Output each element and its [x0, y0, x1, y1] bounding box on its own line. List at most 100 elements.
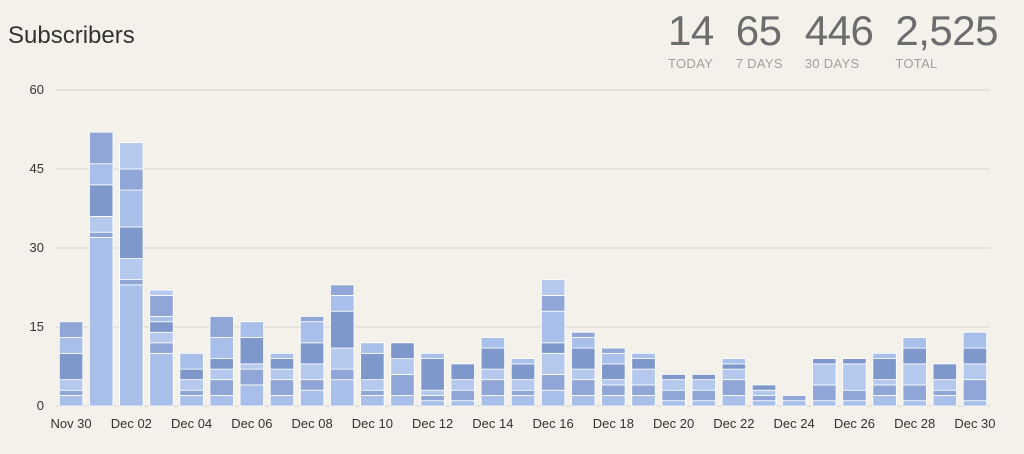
y-tick-label-45: 45	[30, 161, 44, 176]
bar-segment	[179, 379, 204, 391]
bar-segment	[420, 358, 445, 391]
bar-segment	[691, 379, 716, 391]
bar-dec-22[interactable]	[721, 358, 747, 407]
bar-dec-27[interactable]	[872, 352, 897, 407]
bar-dec-14[interactable]	[480, 337, 506, 407]
bar-dec-06[interactable]	[239, 321, 264, 407]
bar-segment	[631, 352, 656, 360]
bar-dec-17[interactable]	[571, 331, 596, 407]
bar-segment	[149, 331, 174, 344]
bar-segment	[540, 279, 566, 296]
bar-dec-04[interactable]	[179, 352, 204, 407]
bar-segment	[390, 395, 415, 407]
bar-segment	[209, 316, 234, 338]
bar-segment	[902, 384, 927, 402]
x-tick-label: Dec 02	[111, 416, 152, 431]
bar-dec-29[interactable]	[932, 363, 957, 407]
bar-dec-02[interactable]	[119, 142, 144, 407]
bar-dec-09[interactable]	[330, 284, 355, 407]
bar-dec-30[interactable]	[962, 331, 988, 407]
bar-dec-01[interactable]	[89, 131, 114, 407]
y-tick-label-30: 30	[30, 240, 44, 255]
x-tick-label: Dec 24	[774, 416, 815, 431]
bar-segment	[149, 294, 174, 317]
bar-segment	[58, 352, 84, 381]
bar-segment	[360, 395, 385, 407]
bar-segment	[239, 321, 264, 338]
bar-segment	[480, 379, 506, 396]
bar-dec-24[interactable]	[782, 395, 807, 407]
bar-segment	[149, 342, 174, 354]
bar-segment	[510, 389, 536, 396]
bar-dec-21[interactable]	[691, 373, 716, 407]
bar-dec-07[interactable]	[269, 352, 295, 407]
chart-bars	[58, 131, 988, 407]
bar-dec-05[interactable]	[209, 316, 234, 407]
bar-segment	[510, 379, 536, 391]
bar-dec-13[interactable]	[450, 363, 475, 407]
y-tick-label-15: 15	[30, 319, 44, 334]
bar-dec-16[interactable]	[540, 279, 566, 407]
bar-segment	[902, 400, 927, 407]
bar-dec-08[interactable]	[299, 316, 325, 407]
x-tick-label: Dec 28	[894, 416, 935, 431]
x-tick-label: Dec 14	[472, 416, 513, 431]
bar-segment	[812, 384, 837, 402]
bar-segment	[360, 379, 385, 391]
stat-7-days: 65 7 DAYS	[736, 8, 783, 72]
bar-segment	[209, 368, 234, 381]
bar-segment	[480, 368, 506, 381]
bar-dec-23[interactable]	[751, 384, 777, 407]
bar-segment	[962, 347, 988, 365]
stat-today-value: 14	[668, 7, 714, 54]
x-tick-label: Dec 12	[412, 416, 453, 431]
bar-segment	[89, 231, 114, 238]
bar-segment	[89, 131, 114, 165]
bar-dec-25[interactable]	[812, 358, 837, 407]
bar-segment	[149, 321, 174, 333]
bar-segment	[58, 389, 84, 396]
bar-dec-12[interactable]	[420, 352, 445, 407]
stat-total-label: TOTAL	[895, 56, 938, 71]
bar-dec-10[interactable]	[360, 342, 385, 407]
bar-segment	[119, 168, 144, 191]
bar-dec-20[interactable]	[661, 373, 686, 407]
bar-segment	[631, 395, 656, 407]
bar-segment	[691, 400, 716, 407]
bar-segment	[450, 389, 475, 402]
bar-segment	[510, 395, 536, 407]
bar-segment	[571, 347, 596, 370]
bar-dec-19[interactable]	[631, 352, 656, 407]
bar-segment	[932, 363, 957, 381]
bar-segment	[179, 368, 204, 381]
bar-segment	[330, 347, 355, 370]
stat-30-days-label: 30 DAYS	[804, 56, 860, 71]
bar-dec-11[interactable]	[390, 342, 415, 407]
bar-segment	[932, 389, 957, 396]
bar-dec-26[interactable]	[842, 358, 867, 407]
bar-segment	[299, 363, 325, 381]
bar-dec-15[interactable]	[510, 358, 536, 407]
stat-today: 14 TODAY	[668, 7, 714, 72]
bar-segment	[209, 379, 234, 396]
bar-segment	[571, 379, 596, 396]
bar-dec-28[interactable]	[902, 337, 927, 407]
bar-segment	[390, 358, 415, 375]
bar-segment	[571, 331, 596, 338]
bar-nov-30[interactable]	[58, 321, 84, 407]
x-tick-label: Dec 06	[231, 416, 272, 431]
bar-segment	[932, 395, 957, 407]
bar-dec-18[interactable]	[601, 347, 626, 407]
bar-dec-03[interactable]	[149, 289, 174, 407]
bar-segment	[330, 294, 355, 312]
bar-segment	[540, 352, 566, 375]
bar-segment	[58, 395, 84, 407]
bar-segment	[962, 400, 988, 407]
bar-segment	[299, 321, 325, 344]
bar-segment	[269, 379, 295, 396]
bar-segment	[540, 389, 566, 407]
bar-segment	[540, 373, 566, 391]
bar-segment	[601, 352, 626, 365]
bar-segment	[480, 347, 506, 370]
bar-segment	[239, 337, 264, 365]
